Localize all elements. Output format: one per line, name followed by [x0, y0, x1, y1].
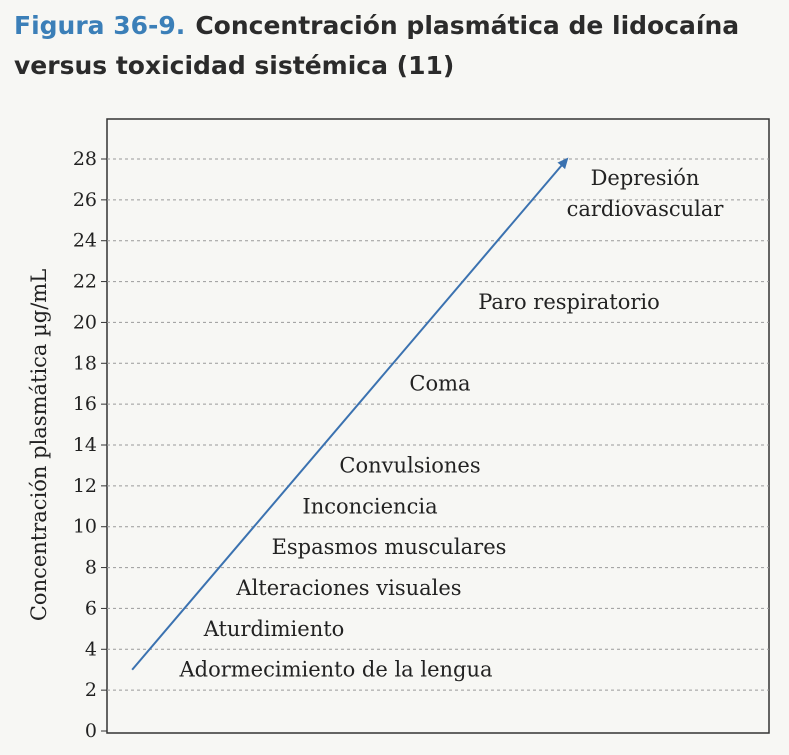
- y-tick-label: 0: [85, 720, 97, 742]
- annotation-label: Convulsiones: [339, 453, 480, 477]
- y-tick-label: 2: [85, 679, 97, 701]
- figure-title-line1: Concentración plasmática de lidocaína: [195, 11, 740, 40]
- annotation-label: Aturdimiento: [203, 617, 345, 641]
- y-tick-label: 4: [85, 638, 97, 660]
- figure-title-line2: versus toxicidad sistémica (11): [14, 51, 455, 80]
- figure-number: Figura 36-9.: [14, 11, 186, 40]
- y-tick-label: 20: [73, 311, 97, 333]
- y-tick-label: 8: [85, 557, 97, 579]
- y-tick-label: 28: [73, 148, 97, 170]
- annotation-label: Paro respiratorio: [478, 290, 660, 314]
- toxicity-arrow: [131, 157, 569, 671]
- y-tick-label: 24: [73, 230, 97, 252]
- annotation-label: Inconciencia: [302, 494, 437, 518]
- grid-lines: [107, 158, 769, 691]
- annotation-label: Alteraciones visuales: [235, 576, 461, 600]
- y-tick-label: 16: [73, 393, 97, 415]
- figure-title: Figura 36-9. Concentración plasmática de …: [14, 6, 784, 86]
- y-tick-label: 22: [73, 271, 97, 293]
- y-tick-label: 10: [73, 516, 97, 538]
- plot-frame: [106, 118, 770, 734]
- y-tick-label: 18: [73, 352, 97, 374]
- y-tick-label: 12: [73, 475, 97, 497]
- toxicity-annotations: Adormecimiento de la lengua Aturdimiento A…: [178, 166, 724, 682]
- y-tick-label: 26: [73, 189, 97, 211]
- annotation-label: Espasmos musculares: [272, 535, 507, 559]
- annotation-label: Depresión cardiovascular: [567, 166, 725, 221]
- y-tick-label: 6: [85, 597, 97, 619]
- annotation-label: Adormecimiento de la lengua: [178, 658, 492, 682]
- y-tick-label: 14: [73, 434, 97, 456]
- y-axis-label: Concentración plasmática µg/mL: [27, 269, 51, 621]
- annotation-label: Coma: [409, 372, 470, 396]
